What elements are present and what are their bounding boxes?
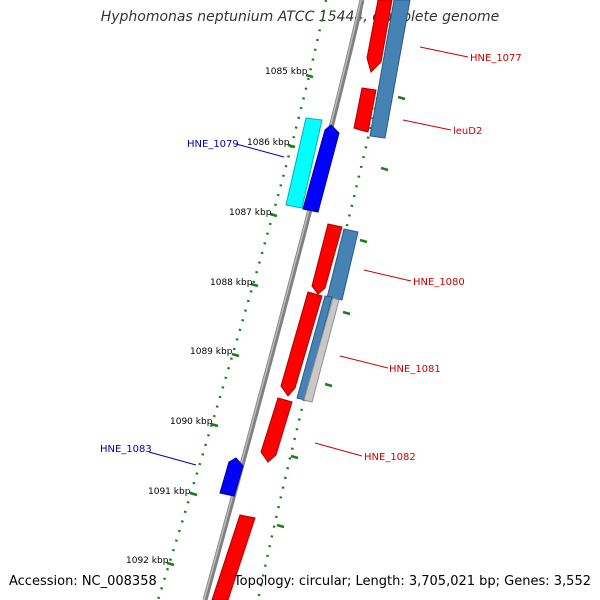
scale-label-1090: 1090 kbp [170,417,213,427]
scale-label-1085: 1085 kbp [265,67,308,77]
cds-hne-1077b[interactable] [353,87,377,133]
cds-hne-1083[interactable] [219,457,244,497]
genome-backbone [202,0,365,600]
cds-outer-track [296,0,411,403]
cds-hne-1079[interactable] [302,124,340,213]
gene-label-hne-1083[interactable]: HNE_1083 [100,444,152,455]
scale-label-1091: 1091 kbp [148,487,191,497]
scale-label-1092: 1092 kbp [126,556,169,566]
label-leaders [148,46,469,466]
genome-summary: Topology: circular; Length: 3,705,021 bp… [233,574,591,589]
cds-reverse-track [219,117,340,497]
gene-label-leud2[interactable]: leuD2 [453,126,482,137]
cds-hne-1080[interactable] [311,223,343,295]
gene-label-hne-1081[interactable]: HNE_1081 [389,364,441,375]
scale-label-1089: 1089 kbp [190,347,233,357]
inner-dotted-ruler [156,0,328,600]
cds-lightgray[interactable] [303,297,340,403]
cds-hne-1079-cyan[interactable] [285,117,323,209]
gene-label-hne-1077[interactable]: HNE_1077 [470,53,522,64]
cds-steelblue-2[interactable] [326,228,359,301]
cds-steelblue-1[interactable] [369,0,411,139]
scale-label-1086: 1086 kbp [247,138,290,148]
scale-label-1087: 1087 kbp [229,208,272,218]
cds-hne-1081[interactable] [280,291,323,397]
cds-bottom[interactable] [211,514,256,600]
gene-label-hne-1082[interactable]: HNE_1082 [364,452,416,463]
accession-label: Accession: NC_008358 [9,574,157,589]
cds-hne-1077[interactable] [366,0,393,73]
cds-hne-1082[interactable] [260,397,293,463]
genome-backbone-highlight [203,0,362,600]
gene-label-hne-1079[interactable]: HNE_1079 [187,139,239,150]
scale-label-1088: 1088 kbp [210,278,253,288]
cds-forward-track [211,0,393,600]
gene-label-hne-1080[interactable]: HNE_1080 [413,277,465,288]
